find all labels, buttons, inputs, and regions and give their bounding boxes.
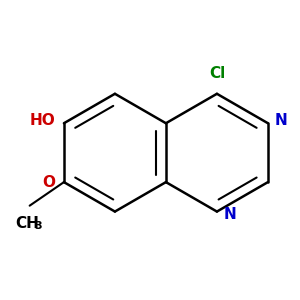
Text: HO: HO	[30, 112, 56, 128]
Text: CH: CH	[16, 216, 40, 231]
Text: Cl: Cl	[209, 66, 225, 81]
Text: N: N	[223, 207, 236, 222]
Text: O: O	[42, 175, 56, 190]
Text: N: N	[274, 112, 287, 128]
Text: 3: 3	[34, 221, 42, 231]
